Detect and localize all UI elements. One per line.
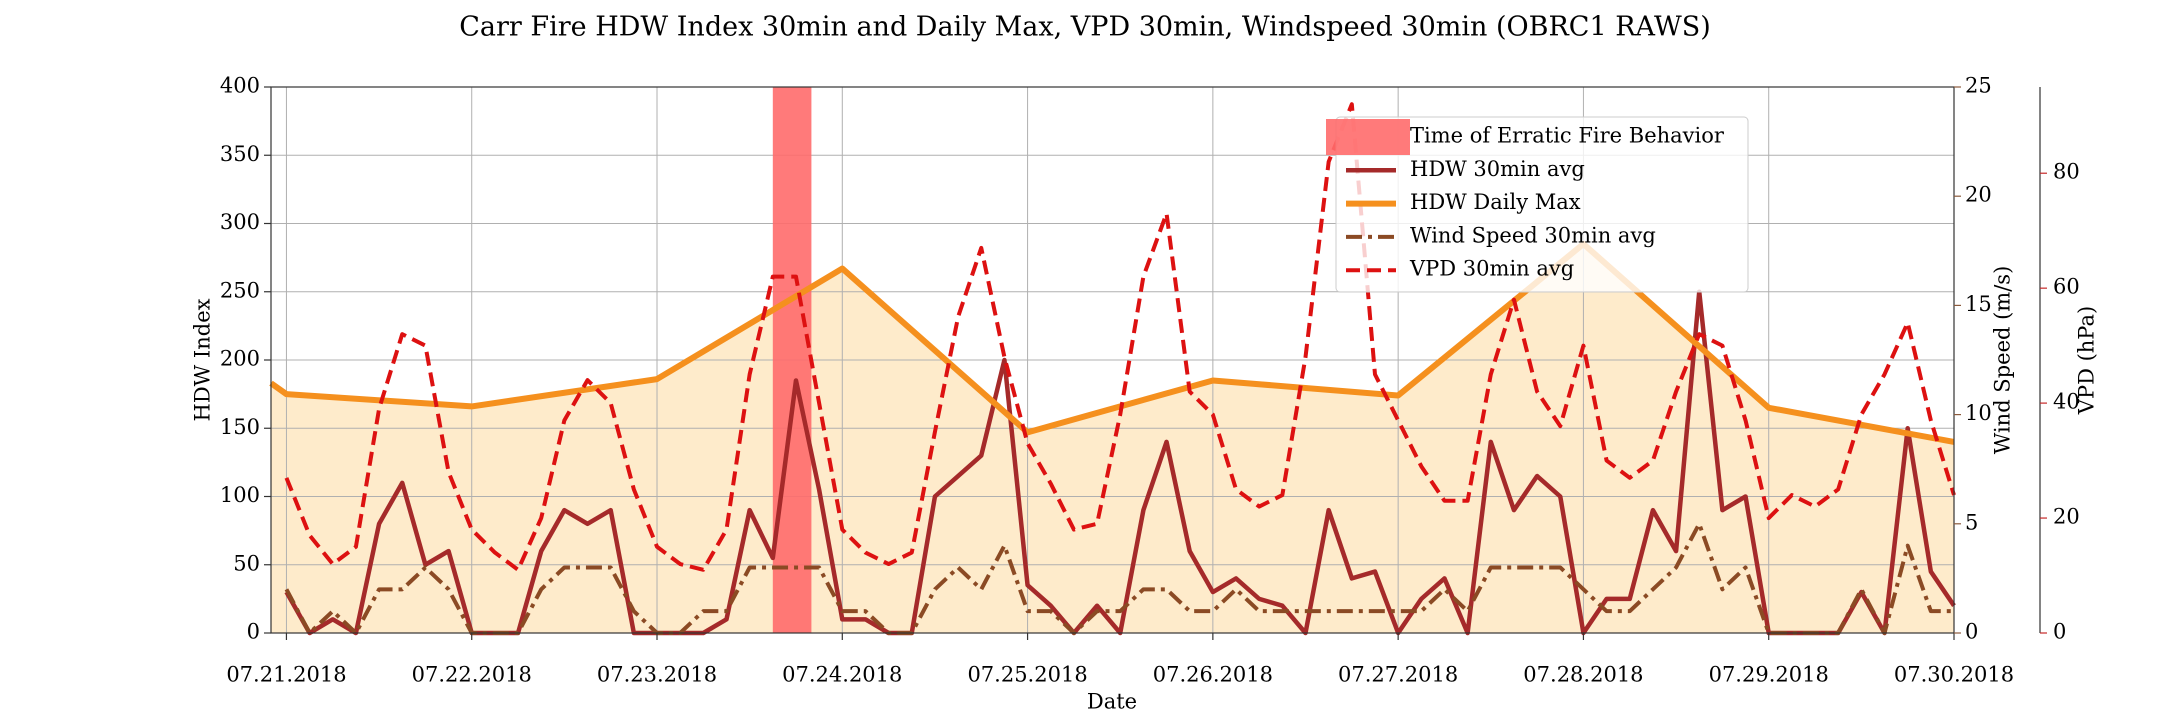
y-tick-label: 200 [220,347,260,371]
x-tick-label: 07.30.2018 [1894,663,2014,687]
x-tick-label: 07.24.2018 [782,663,902,687]
y2-axis-label: Wind Speed (m/s) [1991,266,2015,455]
y2-tick-label: 10 [1965,401,1992,425]
x-tick-label: 07.22.2018 [412,663,532,687]
x-tick-label: 07.26.2018 [1153,663,1273,687]
y3-tick-label: 40 [2053,390,2080,414]
x-tick-label: 07.23.2018 [597,663,717,687]
x-tick-label: 07.28.2018 [1523,663,1643,687]
y-tick-label: 150 [220,415,260,439]
legend-label: Time of Erratic Fire Behavior [1410,124,1725,148]
y-tick-label: 400 [220,74,260,98]
legend-swatch [1326,119,1410,155]
y3-tick-label: 0 [2053,620,2066,644]
legend: Time of Erratic Fire Behavior HDW 30min a… [1326,116,1749,293]
chart-title: Carr Fire HDW Index 30min and Daily Max,… [459,12,1710,43]
x-axis-label: Date [1087,690,1137,714]
y2-tick-label: 0 [1965,620,1978,644]
legend-box [1335,116,1749,293]
x-tick-label: 07.21.2018 [226,663,346,687]
y2-tick-label: 15 [1965,292,1992,316]
y2-tick-label: 20 [1965,183,1992,207]
y2-tick-label: 25 [1965,74,1992,98]
y3-axis-label: VPD (hPa) [2075,306,2099,415]
y-tick-label: 250 [220,278,260,302]
y-axis-label: HDW Index [191,298,215,421]
series-line [284,521,1954,635]
x-tick-label: 07.27.2018 [1338,663,1458,687]
y3-tick-label: 80 [2053,160,2080,184]
y2-tick-label: 5 [1965,510,1978,534]
area-fill [271,243,1954,633]
x-tick-label: 07.29.2018 [1709,663,1829,687]
y-tick-label: 350 [220,142,260,166]
legend-label: VPD 30min avg [1409,257,1574,281]
y3-tick-label: 60 [2053,275,2080,299]
y-tick-label: 0 [247,620,260,644]
series-line [284,102,1956,572]
legend-label: Wind Speed 30min avg [1410,223,1656,247]
y3-tick-label: 20 [2053,505,2080,529]
legend-label: HDW Daily Max [1410,190,1581,214]
erratic-span [772,87,812,633]
y-tick-label: 50 [233,551,260,575]
x-tick-label: 07.25.2018 [967,663,1087,687]
y-tick-label: 300 [220,210,260,234]
y-tick-label: 100 [220,483,260,507]
legend-label: HDW 30min avg [1410,157,1585,181]
series-line [269,240,1955,445]
